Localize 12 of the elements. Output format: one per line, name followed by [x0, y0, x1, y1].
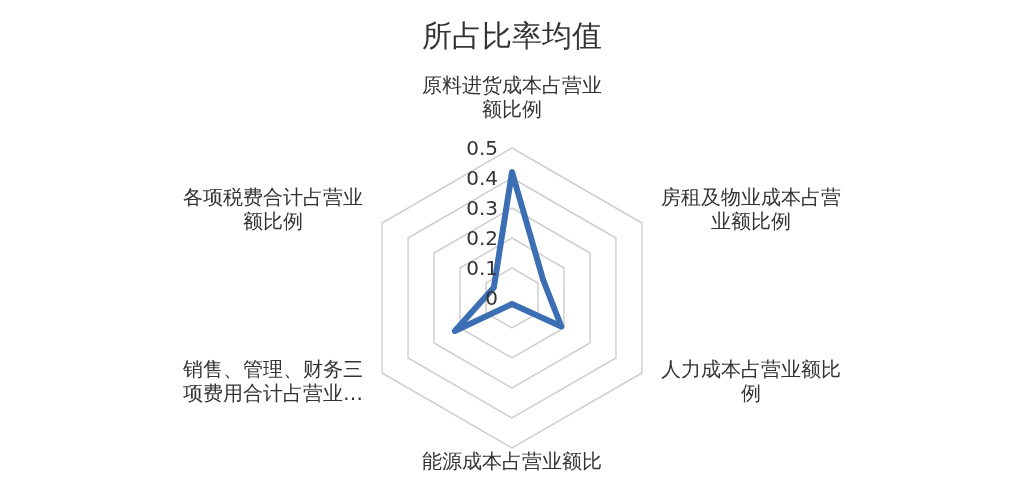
y-tick-label: 0.5: [466, 136, 498, 160]
y-tick-label: 0: [485, 286, 498, 310]
y-tick-label: 0.3: [466, 196, 498, 220]
y-tick-label: 0.4: [466, 166, 498, 190]
spoke-label: 销售、管理、财务三项费用合计占营业…: [182, 357, 364, 405]
spoke-label: 原料进货成本占营业额比例: [422, 73, 602, 121]
chart-title: 所占比率均值: [422, 18, 602, 53]
spoke-label: 房租及物业成本占营业额比例: [660, 185, 841, 233]
y-tick-label: 0.2: [466, 226, 498, 250]
spoke-label: 人力成本占营业额比例: [660, 357, 841, 405]
spoke-label: 各项税费合计占营业额比例: [183, 185, 364, 233]
spoke-label: 能源成本占营业额比: [422, 449, 602, 473]
